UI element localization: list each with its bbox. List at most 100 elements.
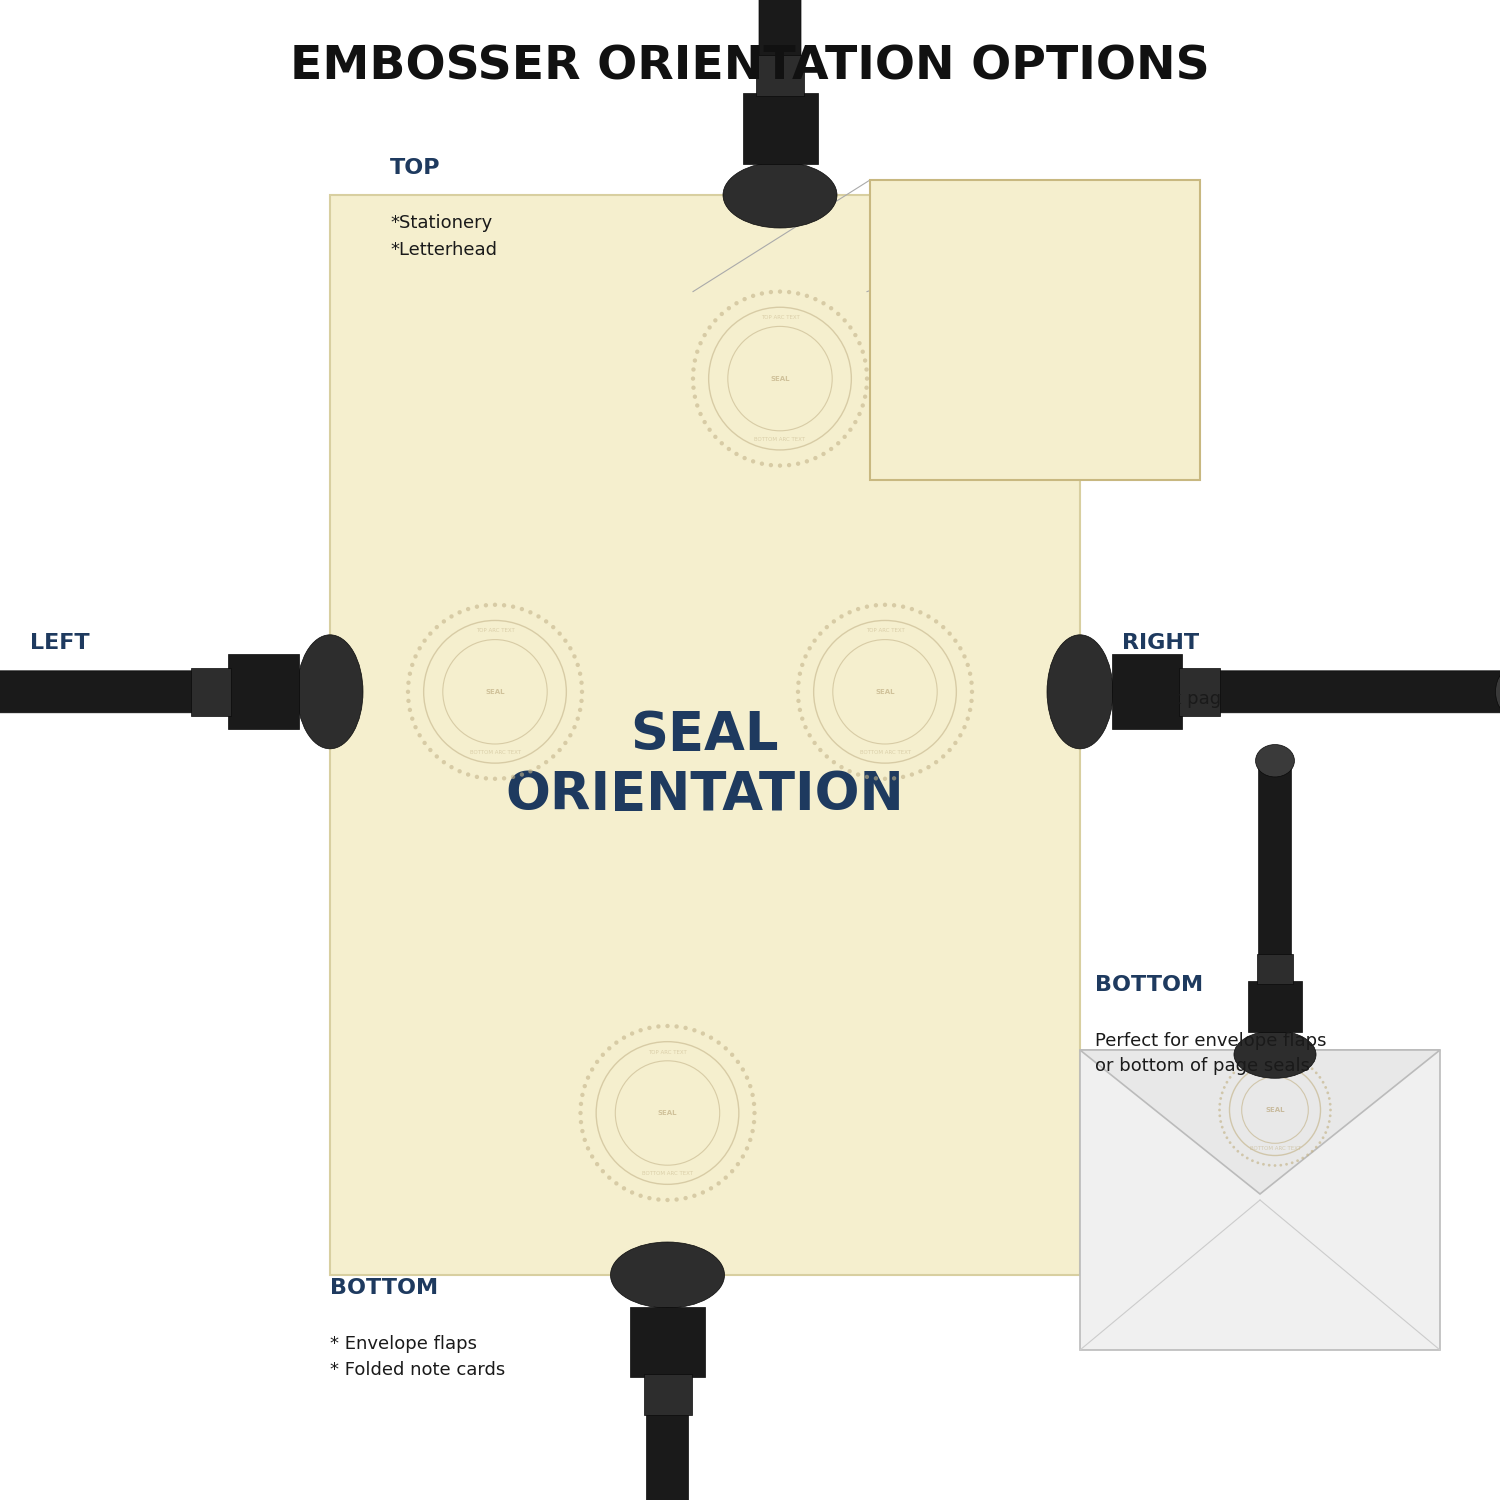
Text: *Not Common: *Not Common [30,690,158,708]
Circle shape [537,765,540,770]
Circle shape [1318,1076,1322,1078]
Circle shape [1044,440,1050,444]
Circle shape [1262,1054,1264,1058]
Circle shape [1316,1071,1317,1074]
Circle shape [474,604,478,609]
Circle shape [1292,1056,1293,1059]
Circle shape [483,776,488,780]
Circle shape [1124,393,1130,399]
Circle shape [1326,1092,1329,1094]
Circle shape [804,724,807,729]
Circle shape [1280,1164,1282,1167]
Circle shape [735,1162,740,1167]
Circle shape [926,362,932,368]
Circle shape [1136,282,1140,286]
Circle shape [692,1028,696,1032]
Circle shape [639,1028,644,1032]
Circle shape [1302,1060,1304,1064]
Circle shape [750,1092,754,1096]
Circle shape [417,646,422,651]
Circle shape [720,441,724,446]
Circle shape [573,654,576,658]
Circle shape [963,654,966,658]
FancyBboxPatch shape [228,654,298,729]
Circle shape [414,654,417,658]
Circle shape [1221,1092,1224,1094]
Text: BOTTOM ARC TEXT: BOTTOM ARC TEXT [642,1172,693,1176]
Circle shape [694,350,699,354]
Circle shape [1228,1142,1232,1144]
Circle shape [1274,1164,1276,1167]
Text: SEAL: SEAL [771,375,789,381]
Circle shape [742,456,747,460]
Circle shape [1010,436,1014,442]
Circle shape [1221,1126,1224,1128]
Circle shape [435,754,439,759]
Circle shape [700,1032,705,1035]
Circle shape [927,765,930,770]
Circle shape [741,1155,746,1158]
Circle shape [746,1076,748,1080]
Circle shape [864,386,868,390]
Circle shape [746,1146,748,1150]
Ellipse shape [297,634,363,748]
Circle shape [576,717,580,722]
Polygon shape [1080,1050,1440,1194]
Circle shape [998,220,1004,226]
Ellipse shape [1234,1030,1316,1078]
Circle shape [458,770,462,774]
Circle shape [873,776,877,780]
Text: TOP ARC TEXT: TOP ARC TEXT [1005,246,1065,255]
FancyBboxPatch shape [190,668,231,716]
Circle shape [752,1120,756,1125]
Circle shape [873,603,877,608]
Circle shape [1296,1160,1299,1162]
Circle shape [1246,1156,1248,1160]
Circle shape [1328,1096,1330,1100]
Circle shape [1286,1054,1288,1058]
Circle shape [865,376,868,381]
Circle shape [822,452,825,456]
Circle shape [596,1059,600,1064]
Circle shape [1222,1086,1226,1089]
Circle shape [934,620,939,624]
Circle shape [1311,1150,1314,1152]
Circle shape [1116,402,1122,408]
Circle shape [1322,1082,1324,1083]
FancyBboxPatch shape [1214,670,1500,712]
Circle shape [969,699,974,703]
Circle shape [699,340,702,345]
Circle shape [822,302,825,306]
Circle shape [1236,1150,1239,1152]
FancyBboxPatch shape [742,93,818,164]
Circle shape [450,615,453,618]
Circle shape [537,615,540,618]
Circle shape [717,1180,722,1185]
Circle shape [1138,292,1144,298]
Circle shape [768,464,772,468]
Text: LEFT: LEFT [30,633,90,652]
Circle shape [1329,1108,1332,1112]
Circle shape [998,433,1004,439]
Circle shape [630,1191,634,1194]
Circle shape [1222,1131,1226,1134]
Circle shape [1218,1114,1221,1118]
Circle shape [752,294,756,298]
FancyBboxPatch shape [0,670,196,712]
Circle shape [646,1196,651,1200]
Circle shape [692,386,696,390]
Circle shape [1089,230,1094,236]
Circle shape [684,1196,688,1200]
Circle shape [796,681,801,686]
Circle shape [608,1176,612,1180]
Circle shape [1142,304,1148,309]
Circle shape [1326,1126,1329,1128]
Text: BOTTOM ARC TEXT: BOTTOM ARC TEXT [1250,1146,1300,1152]
Text: SEAL: SEAL [1264,1107,1284,1113]
Text: TOP ARC TEXT: TOP ARC TEXT [476,628,514,633]
Circle shape [699,413,702,416]
Circle shape [796,291,801,296]
Circle shape [458,610,462,615]
Circle shape [550,754,555,759]
Circle shape [666,1198,669,1202]
